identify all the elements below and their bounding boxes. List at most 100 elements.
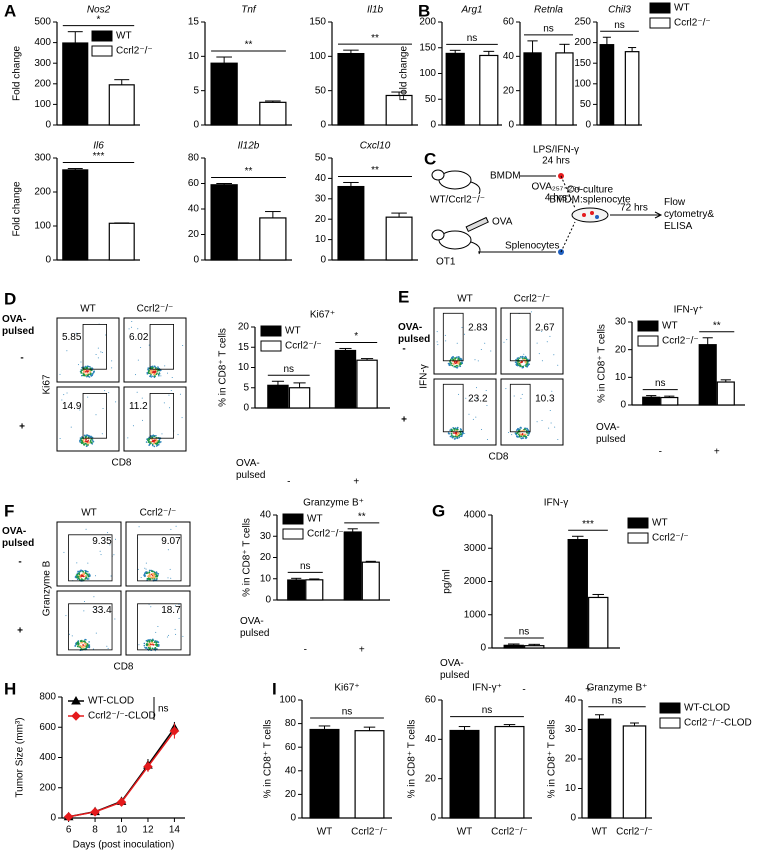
event-dot: [517, 364, 519, 367]
event-dot: [517, 433, 520, 436]
event-dot: [83, 572, 86, 574]
event-dot: [169, 568, 171, 570]
gate: [68, 534, 113, 582]
x-tick-label: +: [714, 447, 720, 458]
y-axis-label: % in CD8⁺ T cells: [547, 720, 558, 799]
event-dot: [143, 642, 146, 645]
event-dot: [80, 575, 82, 578]
diagram-label: Splenocytes: [505, 241, 559, 252]
gate: [68, 603, 113, 651]
event-dot: [74, 575, 77, 578]
y-tick-label: 400: [39, 752, 56, 763]
chart-title: Ki67⁺: [310, 310, 335, 321]
y-axis-label: % in CD8⁺ T cells: [597, 324, 608, 403]
event-dot: [515, 433, 518, 436]
legend-label: Ccrl2⁻/⁻: [652, 533, 689, 544]
event-dot: [105, 334, 107, 336]
event-dot: [76, 578, 79, 581]
x-tick-label: +: [353, 477, 359, 488]
row-label: -: [20, 353, 23, 364]
significance-label: ns: [342, 707, 353, 718]
event-dot: [84, 578, 87, 580]
event-dot: [84, 442, 86, 445]
y-tick-label: 0: [50, 813, 56, 824]
bar: [288, 387, 311, 409]
event-dot: [101, 433, 103, 435]
bar: [494, 725, 525, 819]
bar: [567, 539, 588, 649]
diagram-label: BMDM: [490, 171, 521, 182]
y-tick-label: 80: [188, 153, 200, 164]
annotation: ns: [158, 704, 169, 715]
event-dot: [546, 341, 548, 343]
event-dot: [93, 370, 95, 373]
event-dot: [448, 432, 451, 435]
event-dot: [66, 350, 68, 352]
event-dot: [454, 427, 457, 429]
event-dot: [451, 356, 454, 359]
event-dot: [77, 570, 79, 573]
event-dot: [465, 397, 467, 399]
column-label: Ccrl2⁻/⁻: [137, 304, 174, 315]
bar: [287, 579, 306, 601]
event-dot: [81, 369, 83, 372]
event-dot: [143, 644, 146, 647]
event-dot: [92, 440, 95, 443]
event-dot: [521, 437, 524, 439]
event-dot: [514, 361, 517, 364]
legend-swatch: [282, 513, 304, 525]
event-dot: [155, 435, 157, 437]
event-dot: [522, 355, 524, 358]
marker: [71, 695, 81, 705]
event-dot: [156, 572, 158, 574]
event-dot: [148, 572, 151, 575]
event-dot: [485, 389, 487, 391]
event-dot: [149, 371, 152, 373]
y-tick-label: 0: [585, 120, 591, 131]
event-dot: [448, 364, 451, 367]
y-tick-label: 10: [315, 234, 327, 245]
event-dot: [79, 441, 81, 443]
event-dot: [548, 427, 550, 429]
event-dot: [454, 438, 456, 440]
bar: [660, 396, 679, 406]
bar: [555, 52, 574, 126]
event-dot: [517, 362, 519, 364]
event-dot: [81, 641, 84, 644]
y-tick-label: 0: [430, 813, 436, 824]
event-dot: [453, 428, 455, 430]
y-tick-label: 0: [45, 255, 51, 266]
event-dot: [147, 367, 150, 369]
event-dot: [87, 434, 89, 437]
event-dot: [521, 393, 523, 395]
bar: [259, 217, 287, 261]
event-dot: [505, 388, 507, 390]
event-dot: [88, 441, 91, 444]
event-dot: [156, 370, 159, 372]
event-dot: [153, 440, 155, 443]
significance-label: **: [245, 166, 253, 177]
y-tick-label: 20: [565, 754, 577, 765]
event-dot: [508, 432, 510, 434]
event-dot: [107, 647, 109, 649]
event-dot: [76, 576, 78, 579]
event-dot: [87, 438, 90, 440]
event-dot: [87, 375, 90, 378]
event-dot: [536, 342, 538, 344]
column-label: Ccrl2⁻/⁻: [140, 508, 177, 519]
event-dot: [527, 434, 530, 436]
event-dot: [135, 374, 137, 376]
event-dot: [82, 374, 85, 377]
event-dot: [157, 645, 160, 647]
event-dot: [517, 428, 520, 430]
event-dot: [521, 366, 524, 369]
y-tick-label: 200: [39, 782, 56, 793]
event-dot: [454, 357, 456, 359]
event-dot: [151, 643, 153, 646]
event-dot: [90, 374, 92, 377]
event-dot: [436, 341, 438, 343]
y-tick-label: 30: [565, 724, 577, 735]
culture-dish: [571, 207, 609, 223]
y-tick-label: 20: [425, 773, 437, 784]
bar: [337, 52, 365, 126]
